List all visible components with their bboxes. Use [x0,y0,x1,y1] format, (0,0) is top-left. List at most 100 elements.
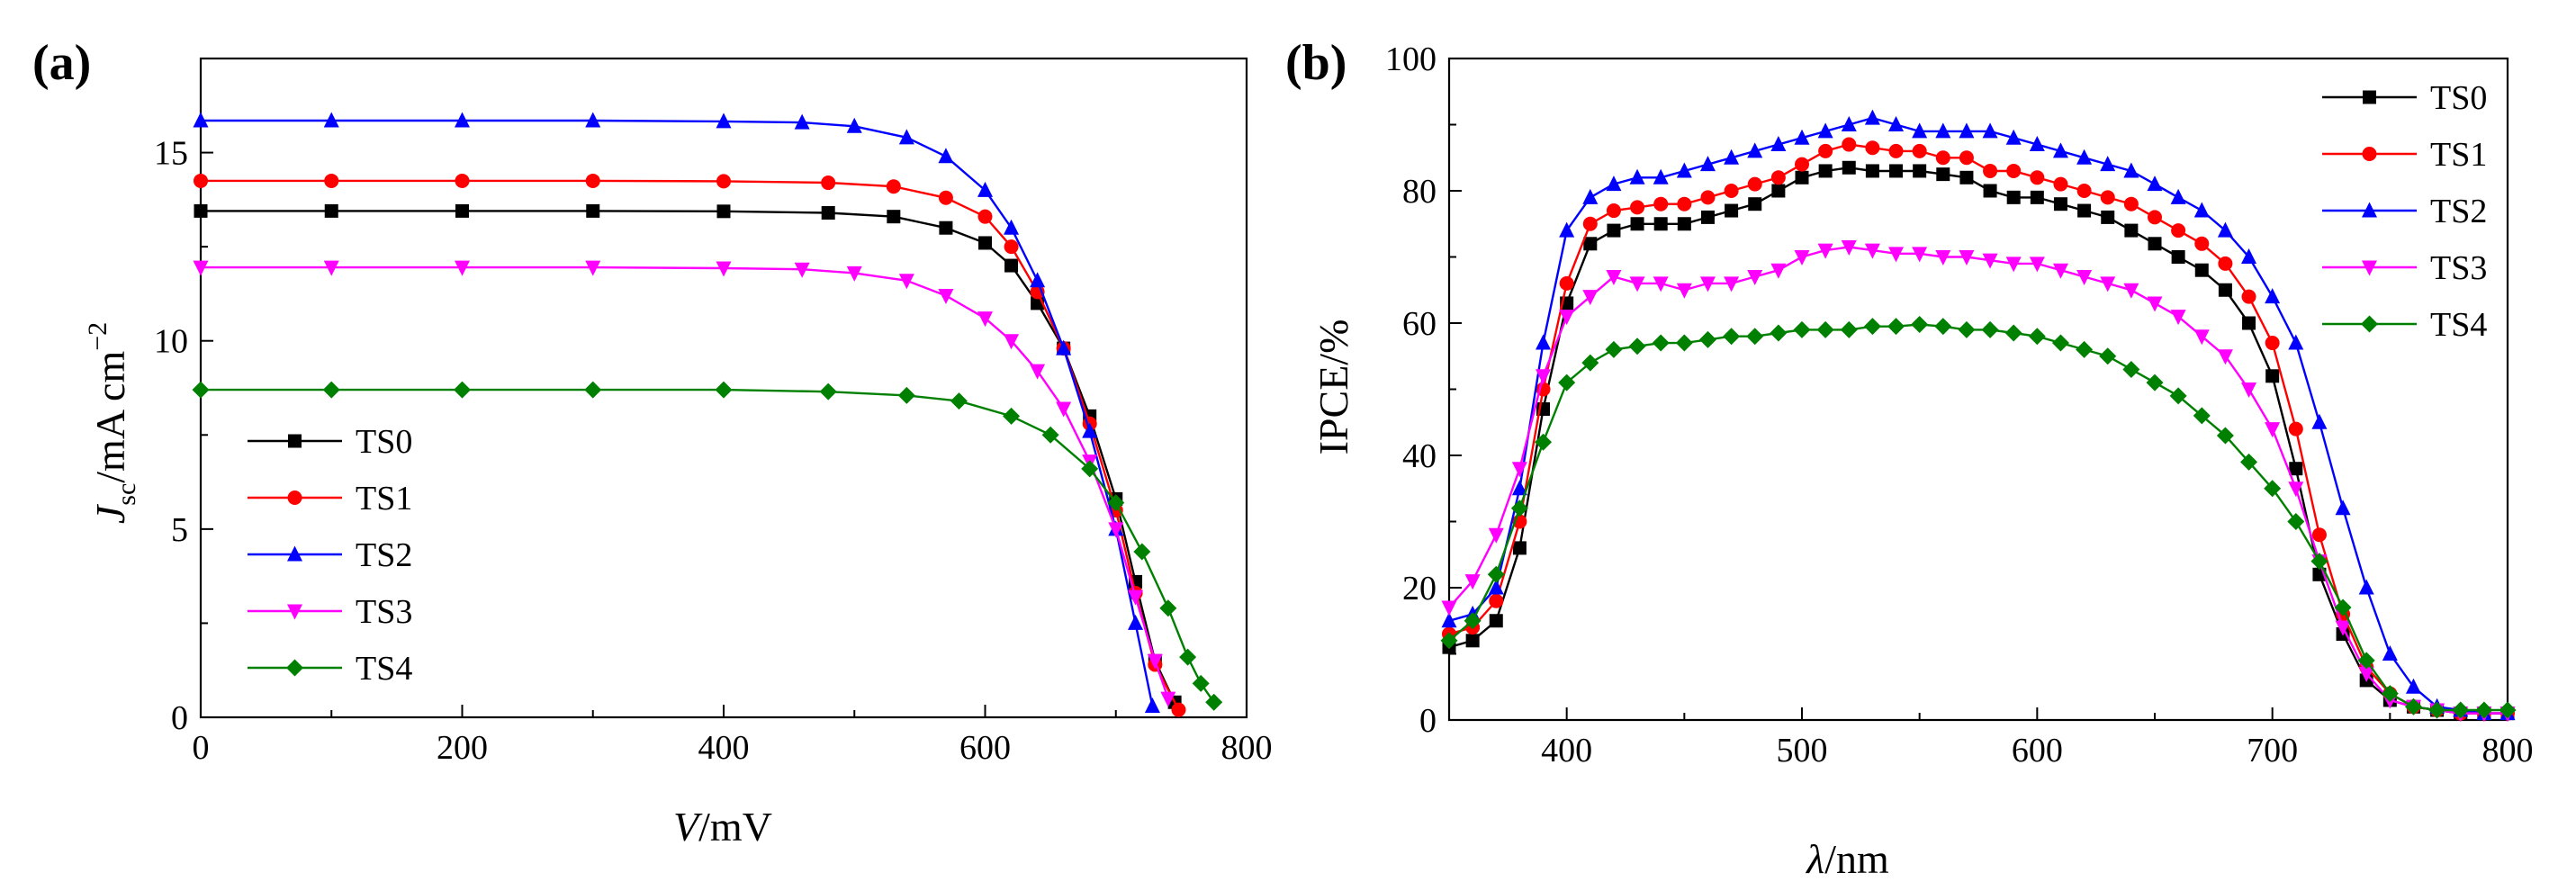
panel-b-data-point-ts0 [1959,170,1974,184]
panel-b-data-point-ts2 [2265,288,2281,304]
panel-b-data-point-ts3 [1536,369,1552,385]
panel-a-data-point-ts2 [1128,614,1144,630]
panel-b-data-point-ts3 [1676,283,1692,299]
panel-b-data-point-ts2 [1441,612,1457,628]
panel-b-data-point-ts3 [2076,270,2093,286]
panel-b-data-point-ts2 [1912,122,1928,139]
panel-b-data-point-ts3 [1488,527,1504,544]
panel-a-legend-entry-ts0: TS0 [248,423,412,461]
panel-b-data-point-ts4 [1698,330,1716,348]
panel-b-data-point-ts3 [1464,574,1481,590]
panel-b-series-line-ts2 [1448,116,2508,715]
panel-b-data-point-ts1 [2100,190,2115,205]
panel-b-data-point-ts2 [1935,122,1951,139]
panel-b-data-point-ts1 [1606,203,1621,219]
panel-a: (a) Jsc/mA cm−2 V/mV 0 200 400 600 800 0 5 10 15… [32,35,1273,850]
panel-a-legend-entry-ts1: TS1 [248,480,412,518]
panel-a-data-point-ts4 [1192,674,1210,692]
panel-b-data-point-ts3 [1841,239,1857,256]
panel-b-data-point-ts2 [2382,645,2398,661]
panel-a-data-point-ts1 [585,173,600,188]
panel-a-legend-marker [287,545,302,562]
panel-b-data-point-ts2 [1817,122,1833,139]
panel-a-data-point-ts4 [897,386,915,404]
panel-b-data-point-ts2 [2147,176,2163,192]
panel-b-legend-entry-ts2: TS2 [2322,193,2487,230]
panel-b-data-point-ts0 [1889,164,1904,178]
panel-b-data-point-ts1 [1912,143,1927,158]
panel-a-data-point-ts2 [193,112,209,128]
panel-a-legend-marker [287,490,302,505]
panel-b-data-point-ts2 [2076,148,2093,165]
panel-a-legend-marker [287,604,302,620]
panel-b-data-point-ts4 [1840,320,1858,338]
panel-a-data-point-ts3 [977,311,993,328]
panel-b-data-point-ts2 [1888,116,1905,131]
panel-b-data-point-ts4 [1652,334,1670,352]
panel-b-data-point-ts4 [2051,334,2069,352]
panel-a-data-point-ts4 [322,381,340,399]
panel-b-data-point-ts4 [1816,320,1834,338]
panel-b-data-point-ts2 [1770,136,1787,152]
panel-a-data-point-ts1 [821,176,836,191]
panel-b-data-point-ts0 [1583,237,1598,251]
panel-b-data-point-ts2 [2123,162,2139,178]
panel-a-data-point-ts4 [1133,543,1151,561]
panel-b-data-point-ts4 [2428,701,2446,719]
panel-b-legend-label: TS3 [2430,249,2487,287]
panel-b-data-point-ts1 [1653,196,1669,212]
panel-a-data-point-ts1 [1004,239,1019,255]
panel-a-data-point-ts4 [1179,648,1197,666]
panel-a-data-point-ts4 [715,381,733,399]
panel-b-series-line-ts4 [1448,323,2508,712]
panel-b-data-point-ts3 [1747,270,1763,286]
panel-b-data-point-ts0 [2101,210,2115,224]
panel-b-data-point-ts3 [1511,462,1527,478]
panel-a-x-tick-label: 600 [959,729,1011,767]
panel-b-legend-label: TS4 [2430,306,2487,344]
panel-a-series-ts4 [192,381,1223,711]
panel-a-data-point-ts1 [324,173,339,188]
panel-b-data-point-ts3 [1559,310,1575,326]
panel-b-data-point-ts1 [1795,157,1809,172]
panel-a-data-point-ts3 [1128,590,1144,606]
panel-a-data-point-ts3 [938,289,954,305]
panel-b-data-point-ts0 [1842,160,1856,175]
panel-b-data-point-ts2 [1699,156,1716,172]
panel-b-data-point-ts2 [2100,156,2116,172]
panel-b-data-point-ts1 [2241,289,2256,304]
panel-b-data-point-ts4 [1934,318,1952,336]
panel-b-data-point-ts1 [1888,143,1904,158]
panel-b-data-point-ts1 [1582,216,1598,231]
panel-b-y-tick-label: 0 [1419,702,1437,740]
panel-b-data-point-ts1 [2265,336,2280,351]
panel-b-data-point-ts3 [2241,382,2257,398]
panel-b-data-point-ts1 [1842,137,1857,152]
panel-b-data-point-ts0 [1795,170,1809,184]
panel-b-data-point-ts2 [1653,168,1669,184]
panel-b-data-point-ts2 [1536,334,1552,350]
panel-b-data-point-ts3 [1794,250,1810,266]
panel-b-data-point-ts4 [2357,652,2375,670]
panel-a-data-point-ts0 [716,204,731,219]
panel-a-data-point-ts0 [324,203,338,218]
panel-b-data-point-ts3 [2288,482,2304,498]
panel-b-data-point-ts1 [1959,150,1974,166]
panel-b-data-point-ts3 [2123,283,2139,299]
panel-b-data-point-ts2 [1676,162,1692,178]
panel-b-data-point-ts4 [2240,453,2258,471]
panel-b-xlabel: λ/nm [1805,836,1889,882]
panel-a-x-tick-label: 400 [698,729,750,767]
panel-b-data-point-ts4 [2076,340,2094,358]
panel-b-data-point-ts2 [1982,122,1998,139]
panel-b-legend-label: TS0 [2430,79,2487,117]
panel-b-data-point-ts4 [2028,328,2046,346]
panel-a-data-point-ts4 [1003,407,1021,425]
panel-b-data-point-ts4 [2499,701,2517,719]
panel-b-data-point-ts0 [1983,184,1997,198]
panel-b: (b) IPCE/% λ/nm 400 500 600 700 800 0 20 40 60 80… [1285,35,2534,882]
panel-b-data-point-ts4 [2381,685,2399,703]
panel-b-data-point-ts4 [2287,513,2305,530]
panel-a-legend-entry-ts2: TS2 [248,536,412,574]
panel-b-data-point-ts1 [1935,150,1950,166]
